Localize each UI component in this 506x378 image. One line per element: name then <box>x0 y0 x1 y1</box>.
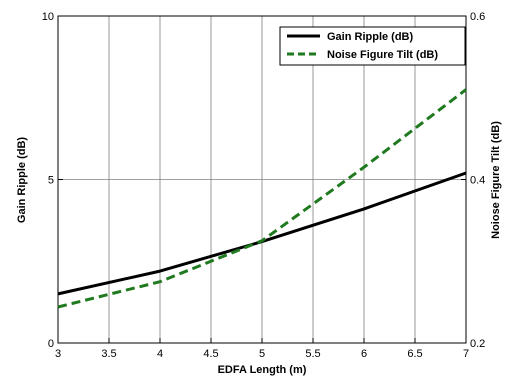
legend-label-noise-figure-tilt: Noise Figure Tilt (dB) <box>327 49 438 61</box>
x-axis-ticks: 3 3.5 4 4.5 5 5.5 6 6.5 7 <box>55 338 469 360</box>
x-tick-label: 5 <box>259 348 265 360</box>
series-line-noise-figure-tilt <box>57 88 467 309</box>
legend-box <box>279 26 466 66</box>
x-tick-label: 4.5 <box>203 348 218 360</box>
grid <box>58 16 466 343</box>
series-group <box>57 88 467 309</box>
x-axis-title: EDFA Length (m) <box>218 364 307 376</box>
y-right-tick-label: 0.4 <box>470 175 485 187</box>
x-tick-label: 3 <box>55 348 61 360</box>
x-tick-label: 7 <box>463 348 469 360</box>
y-axis-right-ticks: 0.2 0.4 0.6 <box>461 11 485 350</box>
legend-label-gain-ripple: Gain Ripple (dB) <box>327 31 414 43</box>
y-left-tick-label: 5 <box>48 175 54 187</box>
x-tick-label: 4 <box>157 348 163 360</box>
legend: Gain Ripple (dB) Noise Figure Tilt (dB) <box>279 26 466 66</box>
y-right-tick-label: 0.6 <box>470 11 485 23</box>
y-right-tick-label: 0.2 <box>470 338 485 350</box>
y-axis-left-ticks: 0 5 10 <box>42 11 63 350</box>
y-axis-left-title: Gain Ripple (dB) <box>16 137 28 224</box>
y-left-tick-label: 0 <box>48 338 54 350</box>
y-axis-right-title: Noiose Figure Tilt (dB) <box>490 121 502 239</box>
y-left-tick-label: 10 <box>42 11 54 23</box>
x-tick-label: 3.5 <box>101 348 116 360</box>
x-tick-label: 5.5 <box>305 348 320 360</box>
x-tick-label: 6 <box>361 348 367 360</box>
x-tick-label: 6.5 <box>407 348 422 360</box>
